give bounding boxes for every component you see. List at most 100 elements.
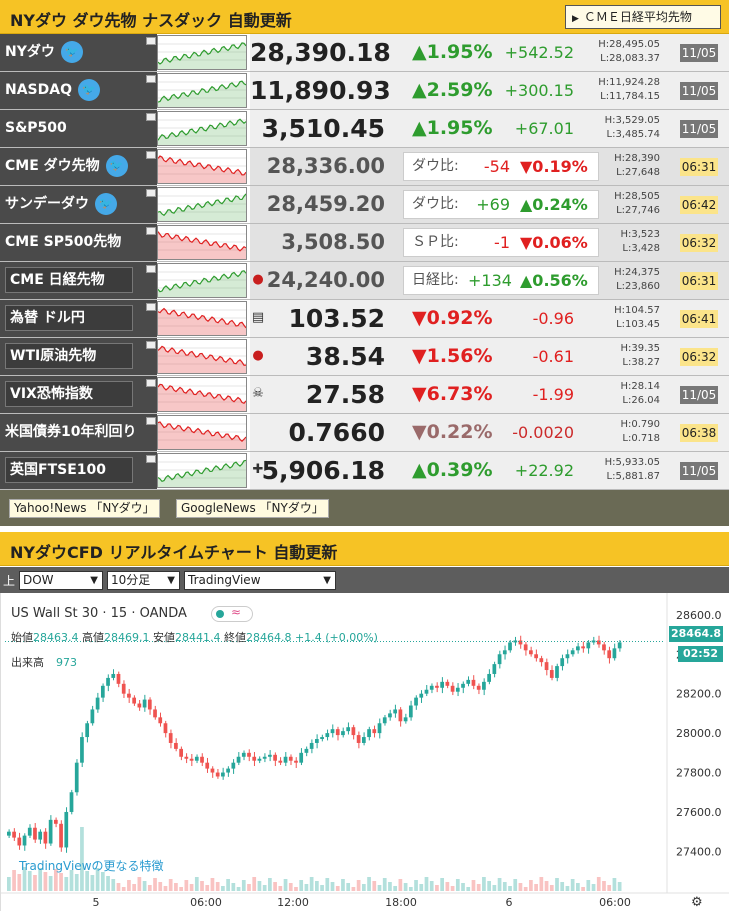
open-label: 始値 [11, 631, 33, 644]
volume-bar [215, 882, 220, 891]
twitter-icon[interactable]: 🐦 [78, 79, 100, 101]
tradingview-link[interactable]: TradingViewの更なる特徴 [19, 859, 164, 873]
expand-icon[interactable] [146, 341, 156, 349]
tradingview-chart[interactable]: 28600.028400.028200.028000.027800.027600… [0, 593, 729, 911]
twitter-icon[interactable]: 🐦 [105, 155, 128, 177]
instrument-name[interactable]: NASDAQ 🐦 [0, 72, 157, 109]
candle-body [325, 733, 330, 738]
expand-icon[interactable] [146, 303, 156, 311]
symbol-select[interactable]: DOW ▼ [19, 571, 103, 590]
volume-bar [529, 880, 533, 891]
candle-body [482, 681, 486, 690]
sparkline-chart[interactable] [146, 149, 247, 184]
candle-body [12, 831, 16, 838]
instrument-name[interactable]: S&P500 [0, 110, 157, 147]
volume-bar [221, 886, 225, 891]
sparkline-chart[interactable] [146, 187, 247, 222]
twitter-icon[interactable]: 🐦 [60, 41, 83, 63]
twitter-icon[interactable]: 🐦 [95, 193, 117, 215]
cme-nikkei-button[interactable]: ▶ ＣＭＥ日経平均先物 [565, 5, 721, 29]
sparkline-chart[interactable] [146, 263, 247, 298]
candle-body [361, 737, 366, 743]
expand-icon[interactable] [146, 227, 156, 235]
candle-body [48, 819, 53, 844]
instrument-name[interactable]: CME ダウ先物 🐦 [0, 148, 157, 185]
quote-row[interactable]: CME ダウ先物 🐦 28,336.00 ダウ比: -54 ▼0.19% H:28,390 L… [0, 148, 729, 186]
candle-body [273, 754, 277, 761]
instrument-name[interactable]: CME 日経先物 [0, 262, 157, 299]
yahoo-news-link[interactable]: Yahoo!News 「NYダウ」 [9, 499, 160, 518]
google-news-link[interactable]: GoogleNews 「NYダウ」 [176, 499, 329, 518]
sparkline-chart[interactable] [146, 35, 247, 70]
expand-icon[interactable] [146, 113, 156, 121]
close-value: 28464.8 [246, 631, 292, 644]
instrument-name[interactable]: 為替 ドル円 [0, 300, 157, 337]
quote-row[interactable]: S&P500 3,510.45 ▲1.95% +67.01 H:3,529.05 L:3,… [0, 110, 729, 148]
candle-body [283, 756, 288, 763]
sparkline-chart[interactable] [146, 339, 247, 374]
candle-body [523, 644, 528, 651]
quote-row[interactable]: CME SP500先物 3,508.50 ＳＰ比: -1 ▼0.06% H:3,523 L:… [0, 224, 729, 262]
candle-body [85, 723, 90, 738]
quote-row[interactable]: CME 日経先物 ● 24,240.00 日経比: +134 ▲0.56% H:24,375… [0, 262, 729, 300]
candle-body [64, 811, 69, 848]
sparkline-chart[interactable] [146, 377, 247, 412]
expand-icon[interactable] [146, 75, 156, 83]
comparison-diff: -1 [494, 233, 510, 252]
expand-icon[interactable] [146, 37, 156, 45]
x-tick-label: 5 [93, 896, 100, 909]
sparkline-chart[interactable] [146, 301, 247, 336]
sparkline-chart[interactable] [146, 73, 247, 108]
expand-icon[interactable] [146, 379, 156, 387]
interval-select[interactable]: 10分足 ▼ [107, 571, 180, 590]
expand-icon[interactable] [146, 265, 156, 273]
sparkline-line [157, 42, 247, 65]
candle-body [440, 681, 445, 688]
instrument-name[interactable]: 英国FTSE100 [0, 452, 157, 489]
symbol-value: DOW [23, 573, 54, 587]
volume-value: 973 [56, 656, 77, 669]
instrument-name[interactable]: WTI原油先物 [0, 338, 157, 375]
expand-icon[interactable] [146, 151, 156, 159]
provider-select[interactable]: TradingView ▼ [184, 571, 336, 590]
volume-bar [111, 879, 116, 891]
gear-icon[interactable]: ⚙ [691, 895, 703, 910]
quote-row[interactable]: NASDAQ 🐦 11,890.93 ▲2.59% +300.15 H:11,924.28… [0, 72, 729, 110]
sparkline-area [158, 156, 246, 183]
quote-row[interactable]: 為替 ドル円 ▤ 103.52 ▼0.92% -0.96 H:104.57 L:103.45… [0, 300, 729, 338]
volume-bar [64, 877, 69, 891]
sparkline-chart[interactable] [146, 111, 247, 146]
volume-bar [534, 884, 538, 891]
comparison-diff: -54 [483, 157, 510, 176]
quote-row[interactable]: 米国債券10年利回り 0.7660 ▼0.22% -0.0020 H:0.790 L:0.… [0, 414, 729, 452]
expand-icon[interactable] [146, 417, 156, 425]
high-value: H:104.57 [614, 305, 660, 316]
high-value: H:5,933.05 [604, 457, 660, 468]
volume-bar [544, 881, 549, 891]
quote-row[interactable]: VIX恐怖指数 ☠ 27.58 ▼6.73% -1.99 H:28.14 L:26.04 11… [0, 376, 729, 414]
volume-bar [226, 879, 230, 891]
instrument-name[interactable]: VIX恐怖指数 [0, 376, 157, 413]
sparkline-chart[interactable] [146, 453, 247, 488]
candle-body [565, 654, 570, 659]
candle-body [288, 756, 293, 761]
instrument-name[interactable]: CME SP500先物 [0, 224, 157, 261]
sparkline-chart[interactable] [146, 415, 247, 450]
quote-row[interactable]: 英国FTSE100 ✚ 5,906.18 ▲0.39% +22.92 H:5,933.05… [0, 452, 729, 490]
quote-row[interactable]: サンデーダウ 🐦 28,459.20 ダウ比: +69 ▲0.24% H:28,505 L:2… [0, 186, 729, 224]
sparkline-chart[interactable] [146, 225, 247, 260]
quote-row[interactable]: WTI原油先物 ● 38.54 ▼1.56% -0.61 H:39.35 L:38.27 06… [0, 338, 729, 376]
high-value: H:0.790 [620, 419, 660, 430]
expand-icon[interactable] [146, 455, 156, 463]
quote-row[interactable]: NYダウ 🐦 28,390.18 ▲1.95% +542.52 H:28,495.05 L:… [0, 34, 729, 72]
instrument-name[interactable]: 米国債券10年利回り [0, 414, 157, 451]
instrument-name[interactable]: サンデーダウ 🐦 [0, 186, 157, 223]
expand-icon[interactable] [146, 189, 156, 197]
volume-bar [241, 880, 246, 891]
candle-chart-canvas[interactable]: 28600.028400.028200.028000.027800.027600… [1, 593, 729, 911]
instrument-name[interactable]: NYダウ 🐦 [0, 34, 157, 71]
candle-body [221, 772, 225, 777]
volume-bar [147, 885, 152, 891]
comparison-box: ＳＰ比: -1 ▼0.06% [403, 228, 599, 257]
candle-body [382, 717, 387, 724]
